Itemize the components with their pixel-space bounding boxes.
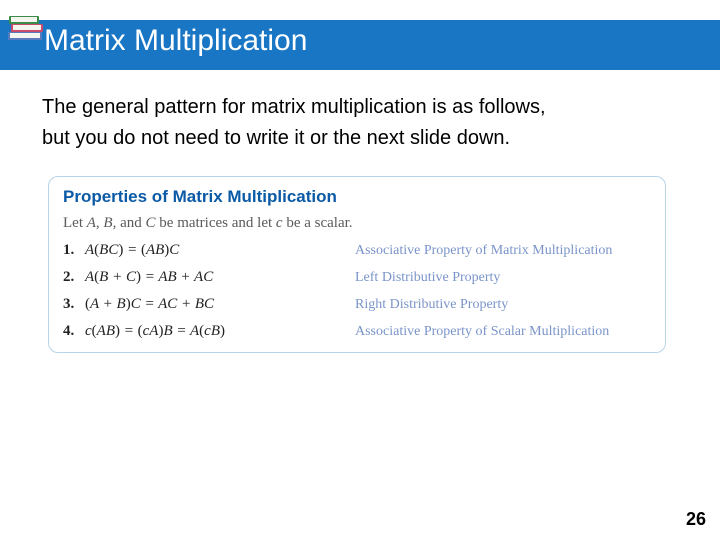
page-number: 26: [686, 509, 706, 530]
property-equation: (A + B)C = AC + BC: [85, 296, 355, 313]
property-row: 3. (A + B)C = AC + BC Right Distributive…: [63, 296, 651, 313]
property-number: 1.: [63, 242, 85, 259]
intro-text: The general pattern for matrix multiplic…: [42, 92, 662, 154]
property-equation: c(AB) = (cA)B = A(cB): [85, 323, 355, 340]
property-label: Left Distributive Property: [355, 270, 500, 286]
intro-line-1: The general pattern for matrix multiplic…: [42, 96, 546, 118]
property-equation: A(BC) = (AB)C: [85, 242, 355, 259]
property-row: 2. A(B + C) = AB + AC Left Distributive …: [63, 269, 651, 286]
properties-intro: Let A, B, and C be matrices and let c be…: [63, 215, 651, 232]
property-row: 1. A(BC) = (AB)C Associative Property of…: [63, 242, 651, 259]
property-row: 4. c(AB) = (cA)B = A(cB) Associative Pro…: [63, 323, 651, 340]
intro-line-2: but you do not need to write it or the n…: [42, 127, 510, 149]
property-number: 4.: [63, 323, 85, 340]
property-number: 3.: [63, 296, 85, 313]
property-label: Right Distributive Property: [355, 297, 508, 313]
property-number: 2.: [63, 269, 85, 286]
property-label: Associative Property of Matrix Multiplic…: [355, 243, 612, 259]
properties-list: 1. A(BC) = (AB)C Associative Property of…: [63, 242, 651, 340]
property-equation: A(B + C) = AB + AC: [85, 269, 355, 286]
slide-title: Matrix Multiplication: [44, 24, 307, 58]
property-label: Associative Property of Scalar Multiplic…: [355, 324, 609, 340]
properties-title: Properties of Matrix Multiplication: [63, 187, 651, 207]
properties-box: Properties of Matrix Multiplication Let …: [48, 176, 666, 353]
